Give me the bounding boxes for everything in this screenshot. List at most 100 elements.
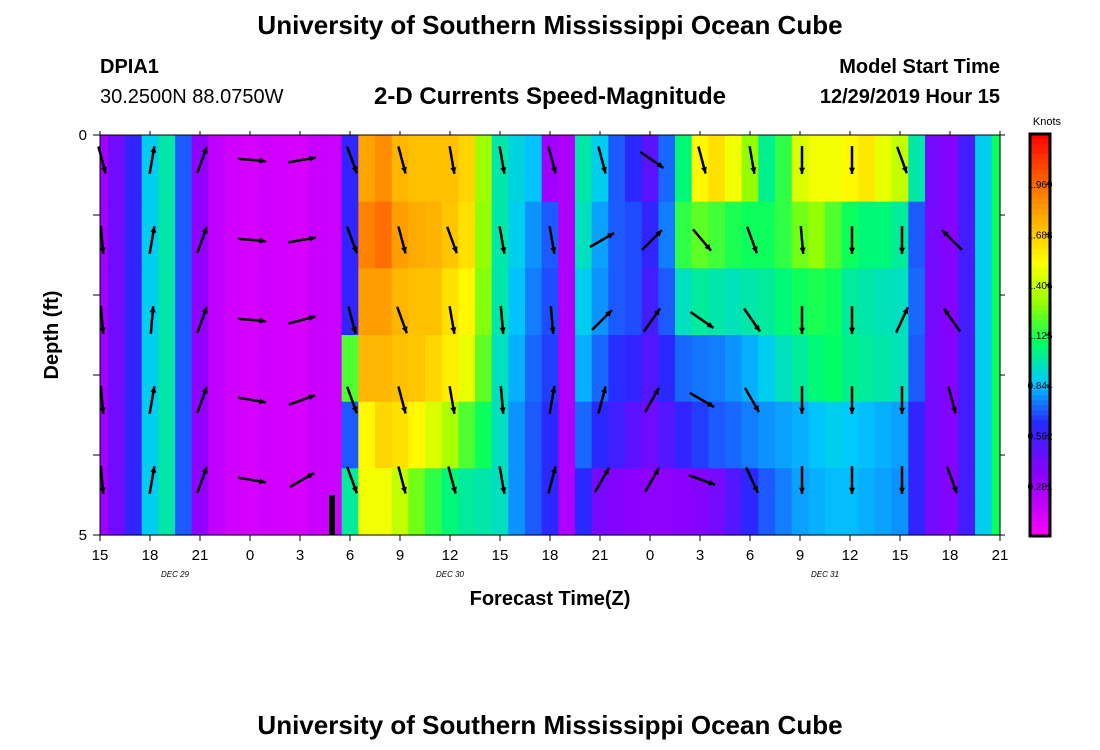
heatmap-cell — [558, 401, 576, 469]
heatmap-cell — [425, 468, 443, 536]
colorbar-segment — [1030, 405, 1050, 411]
colorbar-segment — [1030, 510, 1050, 517]
heatmap-cell — [991, 468, 1001, 536]
colorbar-segment — [1030, 264, 1050, 271]
station-coords: 30.2500N 88.0750W — [100, 86, 284, 108]
current-vector-head — [101, 166, 107, 174]
heatmap-cell — [425, 401, 443, 469]
current-vector-head — [259, 398, 266, 405]
heatmap-cell — [358, 135, 376, 203]
heatmap-cell — [475, 401, 493, 469]
heatmap-cell — [658, 268, 676, 336]
heatmap-cell — [525, 335, 543, 403]
heatmap-cell — [108, 468, 126, 536]
heatmap-cell — [125, 468, 143, 536]
heatmap-cell — [825, 335, 843, 403]
heatmap-cell — [841, 268, 859, 336]
heatmap-cell — [275, 268, 293, 336]
heatmap-cell — [191, 335, 209, 403]
heatmap-cell — [875, 268, 893, 336]
heatmap-cell — [458, 135, 476, 203]
heatmap-cell — [941, 135, 959, 203]
heatmap-cell — [908, 468, 926, 536]
heatmap-cell — [658, 468, 676, 536]
heatmap-cell — [941, 268, 959, 336]
heatmap-cell — [675, 268, 693, 336]
heatmap-cell — [508, 335, 526, 403]
current-vector-head — [309, 235, 316, 242]
heatmap-cell — [991, 135, 1001, 203]
heatmap-cell — [241, 401, 259, 469]
current-vector-head — [899, 407, 905, 414]
heatmap-cell — [641, 468, 659, 536]
heatmap-cell — [391, 401, 409, 469]
colorbar-segment — [1030, 355, 1050, 361]
heatmap-cell — [991, 268, 1001, 336]
heatmap-cell — [691, 268, 709, 336]
heatmap-cell — [491, 268, 509, 336]
current-vector-head — [401, 486, 407, 494]
heatmap-cell — [975, 201, 993, 269]
heatmap-cell — [858, 268, 876, 336]
heatmap-cell — [108, 401, 126, 469]
heatmap-cell — [808, 268, 826, 336]
y-tick-label: 5 — [79, 527, 87, 544]
heatmap-cell — [325, 401, 343, 469]
heatmap-cell — [691, 135, 709, 203]
page-title: University of Southern Mississippi Ocean… — [257, 10, 843, 40]
x-tick-label: 18 — [142, 547, 159, 564]
x-tick-label: 6 — [746, 547, 754, 564]
heatmap-cell — [941, 401, 959, 469]
current-vector-head — [750, 167, 757, 174]
colorbar-segment — [1030, 375, 1050, 381]
colorbar-tick-label: 0.281 — [1027, 482, 1052, 493]
heatmap-cell — [775, 135, 793, 203]
heatmap-cell — [591, 135, 609, 203]
heatmap-cell — [975, 335, 993, 403]
heatmap-cell — [441, 401, 459, 469]
heatmap-cell — [391, 135, 409, 203]
colorbar-tick-label: 1.688 — [1027, 230, 1052, 241]
colorbar-segment — [1030, 365, 1050, 371]
colorbar-segment — [1030, 435, 1050, 442]
heatmap-cell — [708, 268, 726, 336]
heatmap-cell — [525, 268, 543, 336]
heatmap-cell — [708, 135, 726, 203]
date-label: DEC 29 — [161, 570, 190, 579]
heatmap-cell — [308, 268, 326, 336]
current-vector-head — [701, 166, 707, 174]
current-vector-head — [450, 407, 457, 414]
colorbar-segment — [1030, 525, 1050, 532]
x-tick-label: 21 — [992, 547, 1009, 564]
current-vector-head — [401, 406, 407, 414]
heatmap-cell — [158, 135, 176, 203]
colorbar-segment — [1030, 385, 1050, 391]
heatmap-cell — [558, 135, 576, 203]
heatmap-cell — [908, 135, 926, 203]
current-vector-head — [653, 387, 659, 395]
heatmap-cell — [375, 468, 393, 536]
heatmap-cell — [625, 401, 643, 469]
colorbar-segment — [1030, 395, 1050, 401]
heatmap-cell — [208, 335, 226, 403]
heatmap-cell — [408, 135, 426, 203]
heatmap-cell — [575, 268, 593, 336]
heatmap-cell — [508, 401, 526, 469]
heatmap-cell — [858, 468, 876, 536]
heatmap-cell — [258, 135, 276, 203]
current-vector-head — [259, 478, 266, 485]
x-tick-label: 12 — [842, 547, 859, 564]
heatmap-cell — [825, 201, 843, 269]
current-vector-head — [751, 246, 758, 254]
heatmap-cell — [158, 401, 176, 469]
heatmap-cell — [208, 201, 226, 269]
heatmap-cell — [291, 468, 309, 536]
heatmap-cell — [658, 401, 676, 469]
heatmap-cell — [608, 335, 626, 403]
current-vector-head — [150, 386, 157, 393]
heatmap-cell — [208, 401, 226, 469]
heatmap-cell — [358, 335, 376, 403]
colorbar-segment — [1030, 189, 1050, 195]
